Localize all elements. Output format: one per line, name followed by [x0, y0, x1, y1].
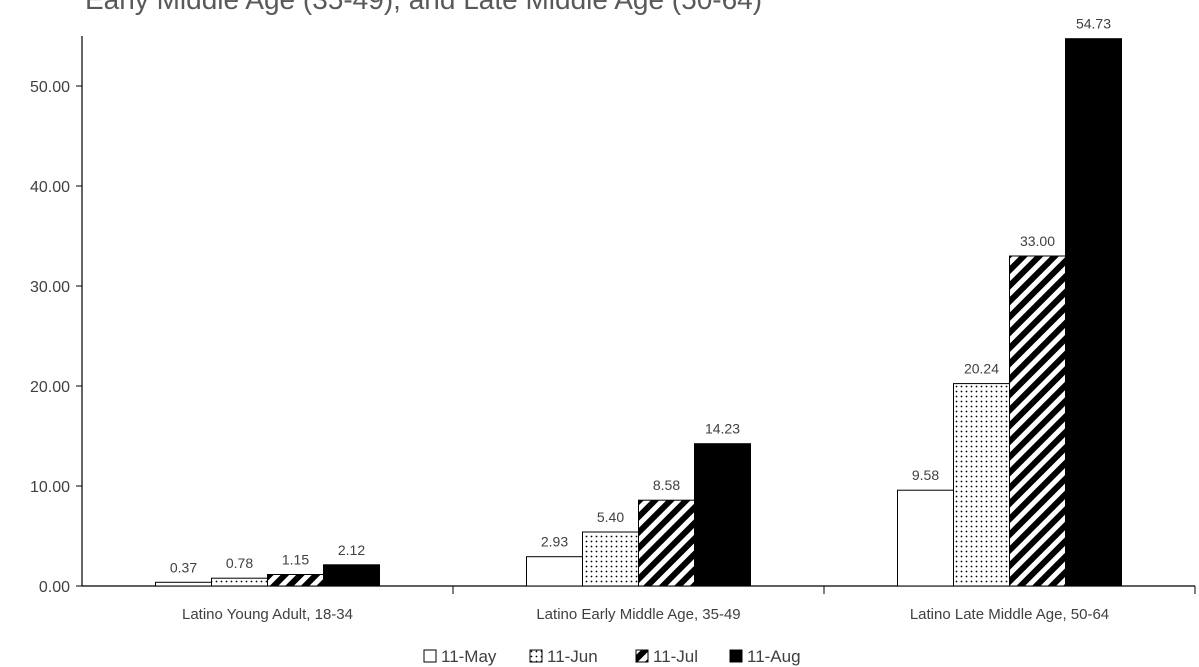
data-label: 33.00 [1020, 233, 1055, 249]
legend-label: 11-Aug [747, 647, 801, 666]
legend-swatch [529, 649, 543, 663]
legend-swatch [423, 649, 437, 663]
legend-item-11-jun: 11-Jun [529, 647, 598, 666]
data-label: 8.58 [653, 477, 680, 493]
data-label: 20.24 [964, 361, 999, 377]
bar-11-aug [1065, 38, 1122, 587]
bar-11-jul [267, 574, 324, 587]
legend-item-11-may: 11-May [423, 647, 497, 666]
legend-item-11-aug: 11-Aug [729, 647, 801, 666]
y-tick-label: 30.00 [30, 279, 70, 296]
bar-11-aug [694, 443, 751, 587]
bar-11-jul [638, 499, 695, 587]
legend-item-11-jul: 11-Jul [635, 647, 698, 666]
bar-11-jun [953, 383, 1010, 587]
bar-11-may [155, 581, 212, 587]
bar-11-may [897, 489, 954, 587]
data-label: 14.23 [705, 421, 740, 437]
category-label: Latino Young Adult, 18-34 [182, 606, 353, 623]
data-label: 2.93 [541, 534, 568, 550]
y-tick-label: 20.00 [30, 379, 70, 396]
y-tick-label: 10.00 [30, 479, 70, 496]
bar-11-jun [582, 531, 639, 587]
bar-11-jul [1009, 255, 1066, 587]
category-label: Latino Early Middle Age, 35-49 [536, 606, 740, 623]
bar-11-may [526, 556, 583, 587]
legend-swatch [635, 649, 649, 663]
legend-swatch [729, 649, 743, 663]
data-label: 2.12 [338, 542, 365, 558]
y-tick-label: 40.00 [30, 179, 70, 196]
data-label: 5.40 [597, 509, 624, 525]
data-label: 0.78 [226, 555, 253, 571]
data-label: 54.73 [1076, 16, 1111, 32]
y-tick-label: 0.00 [39, 579, 70, 596]
y-tick-label: 50.00 [30, 79, 70, 96]
category-label: Latino Late Middle Age, 50-64 [910, 606, 1109, 623]
data-label: 1.15 [282, 552, 309, 568]
data-label: 0.37 [170, 559, 197, 575]
legend-label: 11-May [441, 647, 497, 666]
bar-11-aug [323, 564, 380, 587]
data-label: 9.58 [912, 467, 939, 483]
chart-title: Early Middle Age (35-49), and Late Middl… [85, 0, 762, 16]
legend-label: 11-Jul [653, 647, 698, 666]
bar-11-jun [211, 577, 268, 587]
legend-label: 11-Jun [547, 647, 598, 666]
